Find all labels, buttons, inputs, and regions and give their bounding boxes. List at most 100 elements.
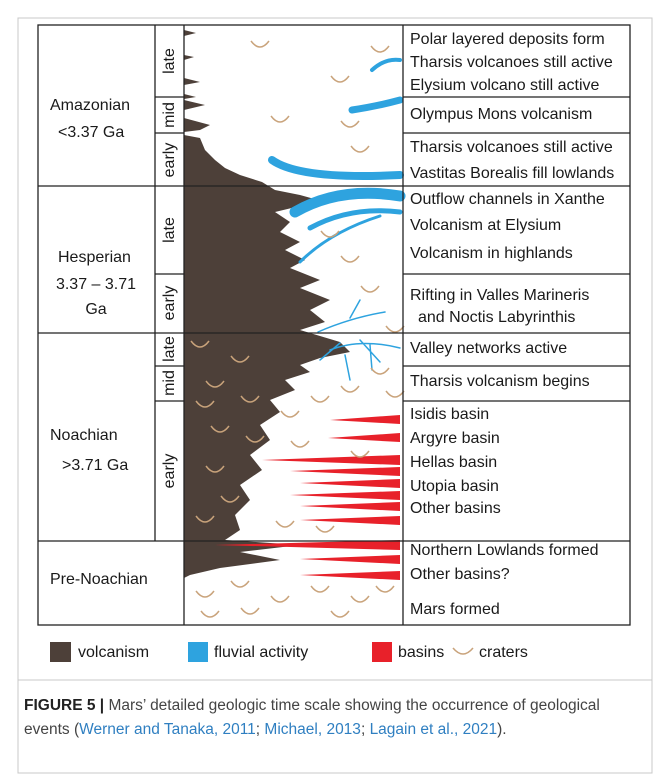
epoch-label: early [161,454,178,489]
crater [205,380,225,388]
crater [230,355,250,363]
era-name: Amazonian [50,97,130,114]
crater [195,400,215,408]
event-label: Tharsis volcanoes still active [410,54,613,71]
event-label: Elysium volcano still active [410,77,600,94]
event-label: Isidis basin [410,406,489,423]
crater [280,410,300,418]
crater [340,120,360,128]
crater [330,610,350,618]
fluvial-channels [268,57,406,381]
basin-marks [215,415,400,580]
crater [375,585,395,593]
crater [370,45,390,53]
crater [350,145,370,153]
legend-label: basins [398,644,444,661]
reference-link[interactable]: Werner and Tanaka, 2011 [79,721,256,738]
event-label: Tharsis volcanism begins [410,373,590,390]
era-age: <3.37 Ga [58,124,124,141]
epoch-label: late [161,336,178,362]
crater [210,425,230,433]
crater [250,40,270,48]
caption-text: ; [360,721,370,738]
crater [270,595,290,603]
legend-label: volcanism [78,644,149,661]
crater [320,230,340,238]
legend-label: craters [479,644,528,661]
legend-swatch [452,647,474,655]
legend-swatch [50,642,71,662]
epoch-label: mid [161,102,178,128]
table-grid [37,24,631,626]
era-name: Hesperian [58,249,131,266]
crater [230,580,250,588]
event-label: Valley networks active [410,340,567,357]
era-name: Pre-Noachian [50,571,148,588]
crater [290,440,310,448]
event-label: Mars formed [410,601,500,618]
crater [385,325,405,333]
crater [340,385,360,393]
crater [205,465,225,473]
caption-label: FIGURE 5 | [24,697,105,714]
legend-swatch [188,642,208,662]
caption-text: ). [497,721,507,738]
event-label: Other basins? [410,566,510,583]
event-labels: Polar layered deposits form Tharsis volca… [410,31,614,618]
diagram-art [184,30,406,618]
legend-swatch [372,642,392,662]
epoch-labels: late mid early late early late mid early [161,48,178,488]
event-label: Vastitas Borealis fill lowlands [410,165,614,182]
crater [200,610,220,618]
volcanism-area [184,30,350,578]
crater [350,595,370,603]
event-label: Volcanism in highlands [410,245,573,262]
era-age: Ga [85,301,106,318]
event-label: Argyre basin [410,430,500,447]
event-label: Outflow channels in Xanthe [410,191,605,208]
crater [220,495,240,503]
crater [245,435,265,443]
crater [360,285,380,293]
event-label: Volcanism at Elysium [410,217,561,234]
era-labels: Amazonian <3.37 Ga Hesperian 3.37 – 3.71… [50,97,148,588]
event-label: Olympus Mons volcanism [410,106,592,123]
crater [310,395,330,403]
crater [315,525,335,533]
caption: FIGURE 5 | Mars’ detailed geologic time … [24,694,644,742]
epoch-label: late [161,48,178,74]
crater [195,515,215,523]
legend-label: fluvial activity [214,644,308,661]
crater [340,255,360,263]
frame [17,17,653,774]
crater [240,607,260,615]
event-label: Utopia basin [410,478,499,495]
event-label: Rifting in Valles Marineris [410,287,589,304]
era-age: 3.37 – 3.71 [56,276,136,293]
legend: volcanism fluvial activity basins crater… [50,642,528,662]
event-label: Tharsis volcanoes still active [410,139,613,156]
era-name: Noachian [50,427,118,444]
caption-text: ; [255,721,265,738]
crater [190,340,210,348]
caption-text: Mars’ detailed geologic time scale showi… [24,697,600,738]
reference-link[interactable]: Michael, 2013 [264,721,361,738]
event-label: Northern Lowlands formed [410,542,599,559]
epoch-label: mid [161,370,178,396]
event-label: and Noctis Labyrinthis [418,309,575,326]
crater-symbols [190,40,405,618]
reference-link[interactable]: Lagain et al., 2021 [369,721,498,738]
crater [270,115,290,123]
crater [240,395,260,403]
crater [350,450,370,458]
era-age: >3.71 Ga [62,457,128,474]
event-label: Hellas basin [410,454,497,471]
crater [310,585,330,593]
crater [195,590,215,598]
event-label: Other basins [410,500,501,517]
crater [370,367,390,375]
epoch-label: early [161,143,178,178]
crater [385,390,405,398]
